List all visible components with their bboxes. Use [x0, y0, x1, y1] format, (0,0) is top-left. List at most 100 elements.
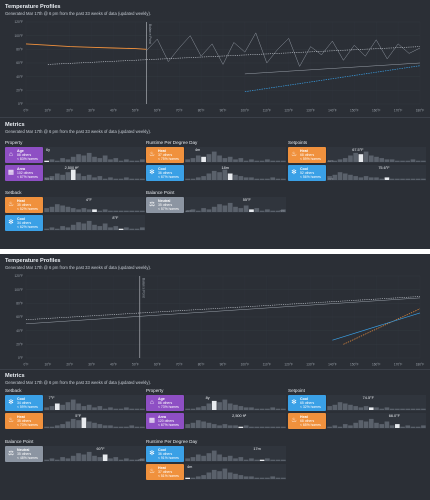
metric-value: 6y [46, 148, 51, 152]
histogram-min-label: 500 ft² [45, 177, 53, 181]
histogram-bar [201, 208, 206, 212]
metric-card[interactable]: ⌂ Age 86 others < 73% homes 8y [146, 395, 286, 411]
metric-card[interactable]: ⚖ Neutral 35 others < 48% homes 60°F 80°F [5, 446, 145, 462]
metric-card[interactable]: ✻ Cool 65 others < 32% homes 74.5°F [288, 395, 426, 411]
histogram-bar [195, 454, 201, 461]
metric-peer-count: 36 others [158, 452, 173, 457]
histogram-bar [265, 458, 270, 461]
metric-badge: ✻ Cool 34 others < 59% homes [5, 395, 43, 411]
histogram-bar [60, 158, 65, 162]
histogram-bar [134, 178, 140, 180]
histogram-bar [254, 208, 260, 212]
histogram-bar [379, 424, 385, 428]
metric-name: Cool [300, 396, 308, 401]
metric-badge: ✻ Cool 65 others < 32% homes [288, 395, 326, 411]
histogram-bar [254, 426, 260, 428]
histogram-bar [49, 159, 55, 162]
metric-card[interactable]: ♨ Heat 68 others < 65% homes 66.0°F [288, 413, 426, 429]
metric-value: 8y [205, 396, 210, 400]
snowflake-icon: ✻ [149, 169, 155, 176]
metric-percentile: < 73% homes [158, 405, 179, 410]
metric-card[interactable]: ♨ Heat 37 others < 75% homes 4m [146, 147, 286, 163]
area-icon: ▦ [148, 417, 156, 424]
metric-card[interactable]: ♨ Heat 68 others < 59% homes 67.5°F 60°F [288, 147, 426, 163]
metric-peer-count: 37 others [158, 153, 173, 158]
histogram-bar [81, 155, 87, 162]
metric-badge: ⌂ Age 86 others < 73% homes [146, 395, 184, 411]
x-tick-label: 120°F [284, 109, 293, 113]
histogram-bar [92, 422, 97, 428]
histogram-bar [358, 407, 364, 410]
histogram-bar [49, 227, 55, 230]
metric-value: 74.5°F [362, 396, 374, 400]
metric-card[interactable]: ▦ Area 120 others < 67% homes 2,500 ft² [146, 413, 286, 429]
metric-card[interactable]: ♨ Heat 37 others < 51% homes 4m [146, 464, 286, 480]
histogram-bar [185, 408, 191, 410]
histogram-bar [97, 158, 103, 162]
histogram-bar [379, 408, 385, 410]
histogram-bar [102, 223, 108, 230]
histogram-bar [270, 459, 276, 461]
histogram-bar [342, 173, 348, 180]
metric-card[interactable]: ✻ Cool 52 others < 56% homes 75.6°F 70°F [288, 165, 426, 181]
histogram-bar [337, 426, 343, 428]
histogram-bar [97, 226, 103, 230]
metric-card[interactable]: ▦ Area 102 others < 67% homes 2,500 ft² 500 f… [5, 165, 145, 181]
histogram-bar [415, 408, 421, 410]
metric-badge: ♨ Heat 37 others < 75% homes [146, 147, 184, 163]
temperature-profile-chart[interactable]: 120°F 100°F 80°F 60°F 40°F 20°F 0°F0°F 10°F 20°F… [4, 16, 426, 114]
metric-name: Heat [17, 198, 25, 203]
y-tick-label: 100°F [14, 34, 23, 38]
histogram-bar [195, 476, 201, 479]
metric-badge: ♨ Heat 68 others < 65% homes [288, 413, 326, 429]
x-tick-label: 90°F [220, 363, 227, 367]
balance-point-label: Balance Point [141, 278, 145, 298]
metric-name: Cool [17, 216, 25, 221]
temperature-profile-chart[interactable]: 120°F 100°F 80°F 60°F 40°F 20°F 0°F0°F 10°F 20°F… [4, 270, 426, 368]
histogram-bar [124, 426, 129, 428]
histogram-bar [86, 404, 92, 410]
histogram-bar [190, 178, 196, 180]
histogram-bar [65, 206, 71, 212]
metric-card[interactable]: ✻ Cool 36 others < 67% homes 18m [146, 165, 286, 181]
metric-card[interactable]: ✻ Cool 34 others < 59% homes 7°F [5, 395, 145, 411]
metric-percentile: < 59% homes [300, 157, 321, 162]
histogram-bar [118, 228, 124, 230]
histogram-bar [265, 408, 270, 410]
histogram-bar [280, 408, 286, 410]
metrics-title: Metrics [5, 122, 25, 128]
histogram-bar [259, 210, 265, 212]
histogram-bar [44, 459, 50, 461]
histogram-bar [395, 408, 400, 410]
metric-card[interactable]: ⌂ Age 88 others < 83% homes 6y [5, 147, 145, 163]
flame-icon: ♨ [8, 201, 14, 208]
x-tick-label: 180°F [416, 363, 425, 367]
y-tick-label: 60°F [16, 61, 23, 65]
histogram-bar [97, 406, 103, 410]
histogram-bar [353, 422, 358, 428]
histogram-bar [190, 422, 196, 428]
histogram-bar [81, 223, 87, 230]
histogram-bar [118, 160, 124, 162]
histogram-bar [65, 172, 71, 180]
metric-card[interactable]: ✻ Cool 36 others < 91% homes 17m [146, 446, 286, 462]
x-tick-label: 10°F [44, 363, 51, 367]
histogram-bar [275, 210, 281, 212]
metric-card[interactable]: ✻ Cool 34 others < 62% homes 8°F [5, 215, 145, 231]
metric-card[interactable]: ♨ Heat 35 others < 52% homes 4°F [5, 197, 145, 213]
histogram-bar [134, 459, 140, 461]
histogram-bar [44, 160, 50, 162]
histogram-bar [60, 424, 65, 428]
histogram-bar [49, 406, 55, 410]
histogram-bar [217, 454, 222, 461]
metric-card[interactable]: ♨ Heat 35 others < 73% homes 5°F [5, 413, 145, 429]
histogram-bar [113, 426, 119, 428]
histogram-bar [81, 417, 87, 428]
metrics-subtitle: Generated Mar 17th @ 6 pm from the past … [5, 129, 152, 134]
metric-name: Area [17, 166, 25, 171]
histogram-bar [217, 471, 222, 479]
histogram-bar [129, 160, 135, 162]
metric-percentile: < 59% homes [17, 405, 38, 410]
histogram-bar [129, 228, 135, 230]
metric-card[interactable]: ⚖ Neutral 35 others < 57% homes 55°F 20°F 70°F [146, 197, 286, 213]
